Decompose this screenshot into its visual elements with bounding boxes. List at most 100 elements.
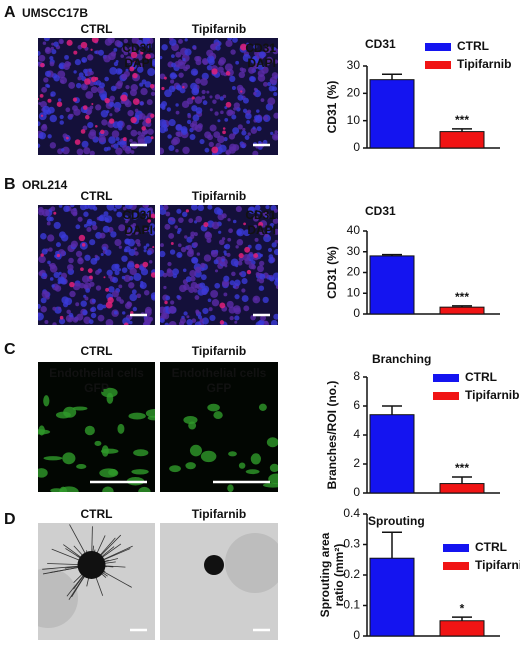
cell	[84, 425, 95, 436]
nucleus	[231, 114, 237, 120]
nucleus	[129, 89, 137, 97]
nucleus	[143, 227, 148, 233]
nucleus	[241, 288, 246, 293]
nucleus	[47, 234, 55, 242]
cell	[258, 403, 267, 411]
nucleus	[42, 41, 47, 45]
nucleus	[171, 54, 175, 59]
nucleus	[259, 253, 263, 257]
cell	[101, 445, 109, 457]
nucleus	[118, 224, 126, 232]
stain-label: CD31	[245, 41, 276, 55]
y-tick-label: 0	[353, 306, 360, 320]
nucleus	[181, 82, 188, 90]
nucleus	[139, 281, 147, 290]
vessel	[141, 126, 146, 131]
nucleus	[200, 78, 208, 86]
nucleus	[263, 81, 268, 87]
vessel	[80, 267, 84, 272]
nucleus	[264, 233, 268, 238]
nucleus	[46, 216, 52, 222]
nucleus	[69, 290, 76, 298]
vessel	[140, 51, 144, 55]
bar	[369, 79, 415, 149]
vessel	[80, 129, 86, 134]
nucleus	[190, 231, 196, 237]
nucleus	[63, 63, 70, 71]
nucleus	[218, 144, 227, 153]
nucleus	[114, 263, 120, 269]
nucleus	[196, 252, 201, 256]
nucleus	[129, 138, 133, 143]
vessel	[149, 84, 155, 89]
nucleus	[124, 205, 133, 210]
cell	[138, 486, 151, 492]
vessel	[56, 101, 63, 107]
nucleus	[195, 309, 200, 314]
nucleus	[274, 130, 278, 134]
legend-label: Tipifarnib	[457, 57, 511, 71]
nucleus	[59, 76, 68, 85]
nucleus	[231, 86, 236, 90]
nucleus	[253, 215, 259, 222]
nucleus	[133, 273, 142, 282]
nucleus	[108, 274, 113, 279]
nucleus	[104, 249, 112, 256]
nucleus	[264, 215, 268, 220]
nucleus	[176, 230, 181, 234]
nucleus	[70, 205, 75, 208]
vessel	[104, 97, 110, 104]
nucleus	[135, 238, 141, 245]
stain-label: CD31	[122, 208, 153, 222]
nucleus	[200, 262, 206, 268]
vessel	[150, 136, 154, 140]
nucleus	[145, 306, 152, 314]
image-title: Tipifarnib	[192, 507, 246, 521]
nucleus	[197, 205, 205, 212]
nucleus	[87, 121, 94, 129]
nucleus	[166, 268, 172, 274]
vessel	[258, 221, 264, 227]
nucleus	[73, 211, 78, 216]
nucleus	[109, 66, 118, 75]
nucleus	[72, 282, 81, 291]
stain-label: CD31	[245, 208, 276, 222]
nucleus	[165, 306, 170, 310]
cell	[227, 484, 234, 492]
nucleus	[267, 247, 273, 253]
nucleus	[270, 319, 278, 325]
vessel	[225, 101, 232, 108]
nucleus	[236, 238, 244, 246]
legend-swatch	[443, 562, 469, 570]
vessel	[94, 76, 99, 81]
nucleus	[103, 147, 109, 152]
nucleus	[176, 251, 183, 259]
vessel	[185, 209, 189, 213]
legend-swatch	[425, 61, 451, 69]
nucleus	[191, 105, 198, 112]
nucleus	[89, 239, 96, 246]
cell	[213, 411, 223, 419]
vessel	[243, 222, 246, 226]
nucleus	[54, 285, 62, 292]
y-axis-label: ratio (mm²)	[332, 544, 346, 607]
vessel	[253, 253, 259, 258]
nucleus	[229, 75, 236, 82]
nucleus	[110, 144, 115, 148]
nucleus	[79, 282, 85, 289]
chart-title: Branching	[372, 352, 431, 366]
nucleus	[230, 49, 236, 55]
vessel	[78, 234, 86, 242]
nucleus	[193, 46, 197, 50]
nucleus	[164, 223, 171, 230]
nucleus	[62, 133, 68, 139]
nucleus	[221, 213, 227, 219]
nucleus	[168, 305, 177, 314]
nucleus	[254, 205, 261, 211]
error-bar	[452, 476, 472, 484]
nucleus	[94, 257, 98, 261]
nucleus	[147, 40, 152, 45]
panel-letter: B	[4, 176, 16, 193]
nucleus	[220, 71, 225, 76]
cell	[188, 421, 197, 430]
